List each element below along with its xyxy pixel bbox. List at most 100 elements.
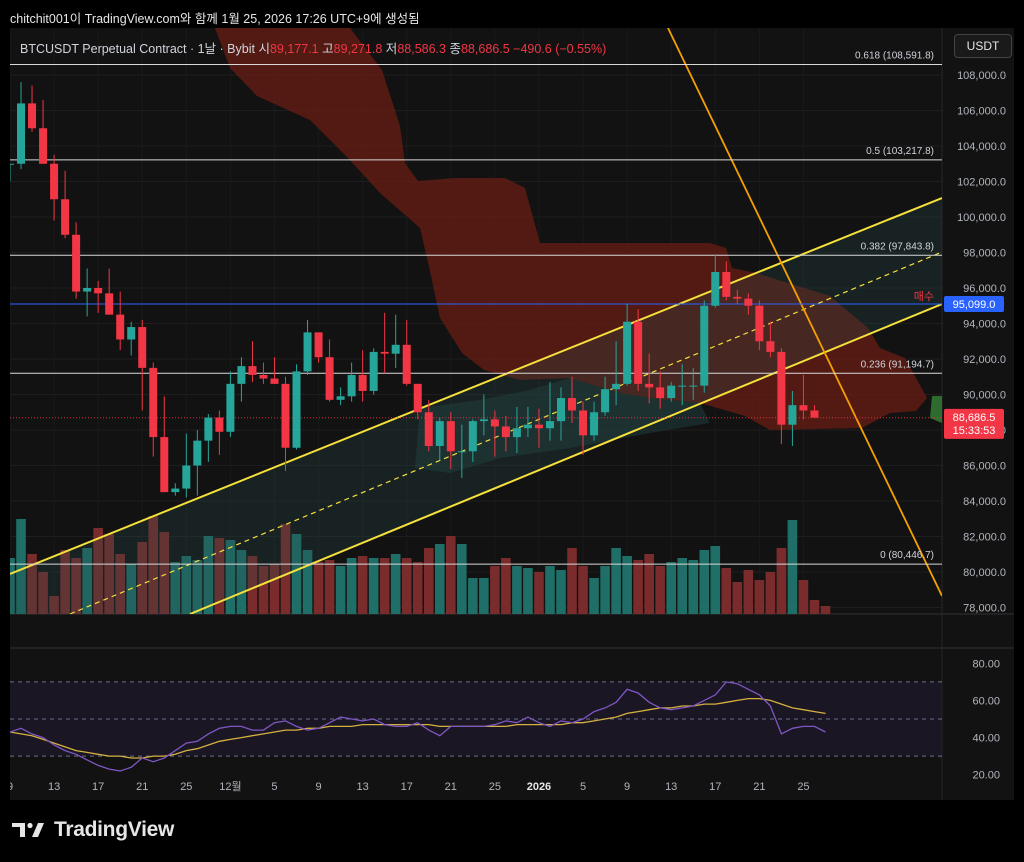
chart-panel[interactable]: 0.618 (108,591.8) 0.5 (103,217.8) 0.382 (9… (10, 28, 1014, 800)
candle-body (83, 288, 92, 292)
attribution-text: chitchit001이 TradingView.com와 함께 1월 25, … (10, 12, 420, 26)
volume-bar (379, 558, 390, 614)
time-tick-label: 9 (624, 781, 630, 793)
channel-lower-line (189, 303, 942, 614)
candle-body (634, 321, 643, 384)
close-value: 88,686.5 (460, 42, 510, 56)
candle-body (325, 357, 334, 400)
volume-bar (776, 548, 787, 614)
volume-bar (622, 556, 632, 614)
volume-bar (390, 554, 401, 614)
rsi-tick-label: 40.00 (972, 733, 1000, 745)
candle-body (380, 351, 389, 354)
alert-price-text: 95,099.0 (953, 299, 996, 311)
price-tick-label: 98,000.0 (963, 248, 1006, 260)
candle-body (722, 272, 731, 297)
candle-body (645, 383, 654, 388)
volume-bar (655, 566, 665, 614)
candle-body (39, 128, 48, 164)
volume-bar (115, 554, 125, 614)
ichimoku-cloud-bullish (415, 378, 710, 473)
downtrend-line (667, 28, 942, 597)
volume-bar (457, 544, 467, 614)
candle-body (182, 465, 191, 489)
volume-bar (60, 550, 70, 614)
volume-bar (710, 546, 721, 614)
last-price-text: 88,686.5 (953, 412, 996, 424)
volume-bar (280, 524, 291, 614)
candle-body (215, 417, 224, 432)
candle-body (391, 344, 400, 354)
price-tick-label: 90,000.0 (963, 390, 1006, 402)
volume-bar (82, 548, 92, 614)
channel-upper-line (10, 197, 942, 575)
open-value: 89,177.1 (269, 42, 319, 56)
volume-bar (545, 566, 555, 614)
volume-bar (434, 544, 445, 614)
tradingview-wordmark: TradingView (54, 818, 175, 841)
time-tick-label: 17 (401, 781, 413, 793)
candle-body (50, 163, 59, 200)
volume-bar (534, 572, 544, 614)
volume-bar (523, 568, 533, 614)
volume-bar (291, 534, 302, 614)
price-tick-label: 82,000.0 (963, 532, 1006, 544)
candle-body (248, 366, 257, 375)
candle-body (171, 488, 180, 493)
alert-tag: 매수 (914, 290, 934, 303)
price-tick-label: 80,000.0 (963, 567, 1006, 579)
candle-body (744, 298, 753, 306)
time-tick-label: 17 (709, 781, 721, 793)
volume-bar (743, 570, 754, 614)
volume-bar (357, 556, 368, 614)
price-tick-label: 104,000.0 (957, 141, 1006, 153)
candle-body (160, 437, 169, 493)
price-chart[interactable]: 0.618 (108,591.8) 0.5 (103,217.8) 0.382 (9… (10, 28, 1014, 800)
candle-body (105, 293, 114, 315)
candle-body (270, 378, 279, 384)
fib-label: 0.618 (108,591.8) (855, 50, 934, 61)
candle-body (534, 424, 543, 429)
price-tick-label: 100,000.0 (957, 212, 1006, 224)
volume-bar (38, 572, 48, 614)
rsi-line (10, 681, 826, 772)
symbol-name: BTCUSDT Perpetual Contract · 1날 · Bybit (20, 42, 255, 56)
time-tick-label: 17 (92, 781, 104, 793)
time-tick-label: 5 (580, 781, 586, 793)
candle-body (226, 383, 235, 432)
volume-bar (225, 540, 236, 614)
volume-bar (313, 562, 324, 614)
candle-body (413, 383, 422, 413)
currency-button[interactable]: USDT (954, 34, 1012, 58)
candle-body (303, 332, 312, 372)
volume-bar (203, 536, 214, 614)
candle-body (623, 321, 632, 384)
volume-bar (148, 516, 159, 614)
fib-label: 0.236 (91,194.7) (861, 359, 934, 370)
volume-bar (71, 558, 81, 614)
candle-body (545, 421, 554, 429)
volume-bar (16, 519, 26, 614)
close-label: 종 (449, 42, 461, 56)
volume-bar (468, 578, 478, 614)
candle-body (501, 426, 510, 438)
price-tick-label: 84,000.0 (963, 496, 1006, 508)
volume-bar (412, 562, 423, 614)
volume-bar (302, 550, 313, 614)
candle-body (523, 424, 532, 429)
candle-body (656, 387, 665, 399)
time-tick-label: 13 (357, 781, 369, 793)
candle-body (72, 234, 81, 292)
candle-body (557, 398, 565, 422)
candle-body (28, 103, 37, 129)
price-tick-label: 96,000.0 (963, 283, 1006, 295)
volume-bar (611, 548, 621, 614)
symbol-legend: BTCUSDT Perpetual Contract · 1날 · Bybit … (20, 38, 606, 57)
candle-body (568, 398, 577, 411)
tradingview-logo[interactable]: TradingView (12, 818, 174, 842)
volume-bar (732, 582, 743, 614)
volume-bar (721, 568, 732, 614)
candle-body (347, 374, 356, 397)
candle-body (799, 405, 808, 411)
volume-bar (258, 566, 269, 614)
